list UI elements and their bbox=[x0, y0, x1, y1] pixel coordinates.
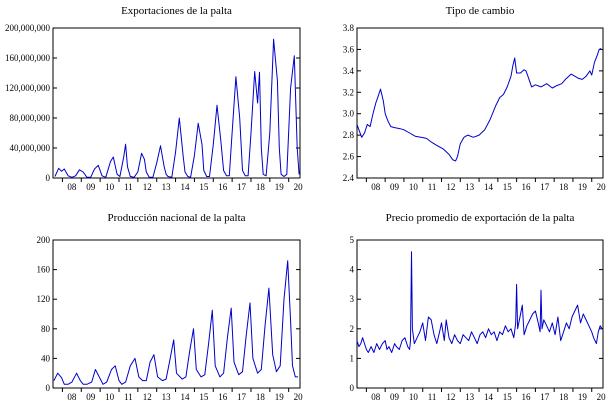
y-tick-label: 3.0 bbox=[343, 109, 355, 119]
y-tick-label: 80,000,000 bbox=[10, 113, 51, 123]
x-tick-label: 17 bbox=[540, 182, 550, 192]
x-tick-label: 08 bbox=[67, 182, 77, 192]
x-tick-label: 13 bbox=[465, 182, 475, 192]
y-tick-label: 3.2 bbox=[343, 87, 354, 97]
x-tick-label: 19 bbox=[578, 392, 588, 402]
x-tick-label: 20 bbox=[597, 182, 607, 192]
y-tick-label: 160,000,000 bbox=[5, 53, 51, 63]
x-tick-label: 20 bbox=[597, 392, 607, 402]
x-tick-label: 17 bbox=[237, 182, 247, 192]
chart-panel: Exportaciones de la palta 0 40,000,000 80,0… bbox=[5, 5, 303, 192]
x-tick-label: 17 bbox=[237, 392, 247, 402]
x-tick-label: 13 bbox=[465, 392, 475, 402]
x-tick-label: 09 bbox=[390, 182, 400, 192]
x-tick-label: 08 bbox=[371, 392, 381, 402]
x-tick-label: 08 bbox=[67, 392, 77, 402]
x-tick-label: 16 bbox=[218, 392, 228, 402]
plot-frame bbox=[52, 27, 301, 179]
y-tick-label: 160 bbox=[37, 265, 51, 275]
y-tick-label: 1 bbox=[350, 353, 355, 363]
x-tick-label: 10 bbox=[409, 392, 419, 402]
x-tick-label: 16 bbox=[522, 392, 532, 402]
plot-frame bbox=[356, 27, 604, 179]
x-tick-label: 15 bbox=[199, 392, 209, 402]
y-tick-label: 120,000,000 bbox=[5, 83, 51, 93]
y-tick-label: 2 bbox=[350, 324, 355, 334]
x-tick-label: 11 bbox=[428, 182, 437, 192]
x-tick-label: 13 bbox=[162, 182, 172, 192]
x-tick-label: 18 bbox=[256, 392, 266, 402]
y-tick-label: 80 bbox=[41, 324, 51, 334]
x-tick-label: 15 bbox=[503, 182, 513, 192]
x-tick-label: 14 bbox=[484, 392, 494, 402]
y-tick-label: 3 bbox=[350, 294, 355, 304]
x-tick-label: 13 bbox=[162, 392, 172, 402]
x-tick-label: 16 bbox=[218, 182, 228, 192]
chart-panel: Producción nacional de la palta 0 40 80 120 1… bbox=[37, 212, 304, 402]
y-tick-label: 40 bbox=[41, 353, 51, 363]
x-tick-label: 18 bbox=[256, 182, 266, 192]
chart-title: Precio promedio de exportación de la pal… bbox=[386, 212, 575, 224]
series-line bbox=[356, 47, 602, 162]
x-tick-label: 12 bbox=[143, 392, 152, 402]
x-tick-label: 19 bbox=[275, 392, 285, 402]
x-tick-label: 17 bbox=[540, 392, 550, 402]
y-tick-label: 3.6 bbox=[343, 44, 355, 54]
chart-panel: Precio promedio de exportación de la pal… bbox=[350, 212, 607, 402]
series-line bbox=[53, 260, 299, 385]
y-tick-label: 2.6 bbox=[343, 152, 355, 162]
x-tick-label: 12 bbox=[446, 392, 455, 402]
y-tick-label: 0 bbox=[46, 173, 51, 183]
x-tick-label: 15 bbox=[199, 182, 209, 192]
x-tick-label: 09 bbox=[86, 392, 96, 402]
x-tick-label: 09 bbox=[86, 182, 96, 192]
x-tick-label: 10 bbox=[105, 392, 115, 402]
x-tick-label: 16 bbox=[522, 182, 532, 192]
x-tick-label: 15 bbox=[503, 392, 513, 402]
x-tick-label: 18 bbox=[559, 392, 569, 402]
y-tick-label: 5 bbox=[350, 235, 355, 245]
x-tick-label: 19 bbox=[275, 182, 285, 192]
y-tick-label: 120 bbox=[37, 294, 51, 304]
x-tick-label: 11 bbox=[428, 392, 437, 402]
x-tick-label: 12 bbox=[143, 182, 152, 192]
x-tick-label: 08 bbox=[371, 182, 381, 192]
x-tick-label: 20 bbox=[294, 392, 304, 402]
y-tick-label: 200 bbox=[37, 235, 51, 245]
chart-title: Producción nacional de la palta bbox=[107, 212, 245, 224]
x-tick-label: 10 bbox=[105, 182, 115, 192]
y-tick-label: 4 bbox=[350, 265, 355, 275]
chart-panel: Tipo de cambio 2.4 2.6 2.8 3.0 3.2 3.4 3.6 3.8 08… bbox=[343, 5, 606, 192]
y-tick-label: 40,000,000 bbox=[10, 143, 51, 153]
chart-title: Exportaciones de la palta bbox=[121, 5, 232, 17]
x-tick-label: 10 bbox=[409, 182, 419, 192]
y-tick-label: 2.8 bbox=[343, 130, 355, 140]
y-tick-label: 0 bbox=[350, 383, 355, 393]
series-line bbox=[54, 38, 300, 178]
x-tick-label: 14 bbox=[180, 182, 190, 192]
chart-title: Tipo de cambio bbox=[446, 5, 515, 17]
y-tick-label: 3.8 bbox=[343, 23, 355, 33]
x-tick-label: 11 bbox=[124, 182, 133, 192]
plot-frame bbox=[52, 239, 301, 389]
y-tick-label: 0 bbox=[46, 383, 51, 393]
x-tick-label: 19 bbox=[578, 182, 588, 192]
x-tick-label: 14 bbox=[484, 182, 494, 192]
x-tick-label: 18 bbox=[559, 182, 569, 192]
x-tick-label: 14 bbox=[180, 392, 190, 402]
plot-frame bbox=[356, 239, 604, 389]
series-line bbox=[356, 251, 603, 353]
y-tick-label: 3.4 bbox=[343, 66, 355, 76]
x-tick-label: 12 bbox=[446, 182, 455, 192]
x-tick-label: 20 bbox=[294, 182, 304, 192]
x-tick-label: 11 bbox=[124, 392, 133, 402]
y-tick-label: 200,000,000 bbox=[5, 23, 51, 33]
x-tick-label: 09 bbox=[390, 392, 400, 402]
y-tick-label: 2.4 bbox=[343, 173, 355, 183]
